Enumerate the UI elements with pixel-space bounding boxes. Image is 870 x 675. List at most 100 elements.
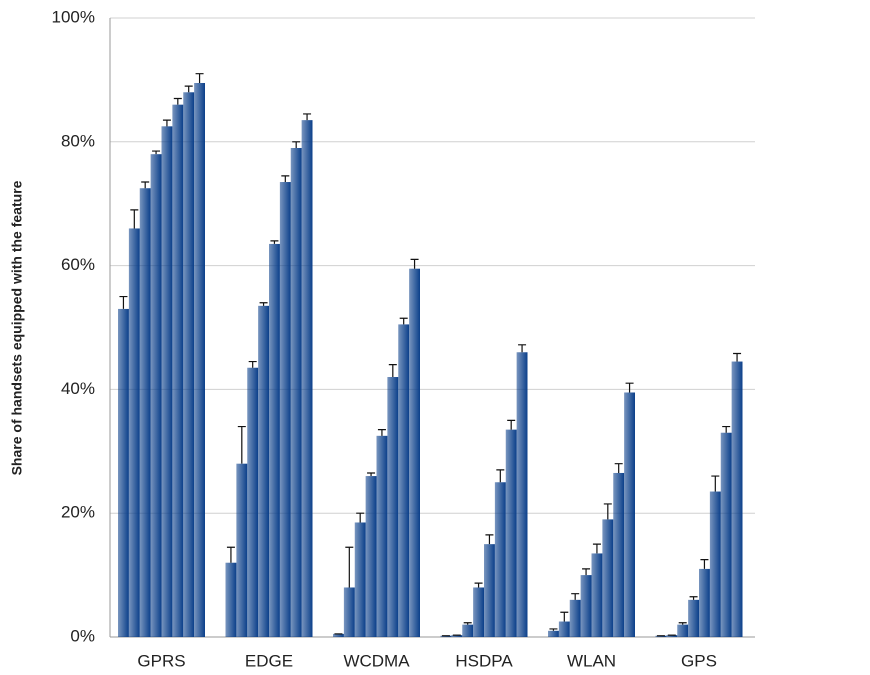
error-bar xyxy=(367,472,376,477)
error-bar xyxy=(463,622,472,625)
error-bar xyxy=(356,512,365,523)
bar xyxy=(473,587,484,637)
bar xyxy=(376,435,388,637)
error-bar xyxy=(377,429,386,436)
bar xyxy=(451,635,463,637)
error-bar xyxy=(689,596,698,600)
x-tick-label: GPS xyxy=(681,651,717,670)
error-bar xyxy=(733,352,742,362)
bar xyxy=(613,472,625,637)
error-bar xyxy=(248,360,257,368)
error-bar xyxy=(722,425,731,433)
y-tick-label: 0% xyxy=(70,626,95,645)
error-bar xyxy=(119,295,128,309)
error-bar xyxy=(130,209,139,229)
bar xyxy=(118,308,129,637)
x-tick-label: GPRS xyxy=(137,651,185,670)
bar xyxy=(225,562,237,637)
y-tick-label: 40% xyxy=(61,379,95,398)
bar xyxy=(343,587,355,637)
bar xyxy=(183,92,195,637)
error-bar xyxy=(184,85,193,93)
error-bar xyxy=(518,344,527,353)
error-bar xyxy=(560,611,569,622)
bar xyxy=(269,243,280,637)
bar xyxy=(398,324,410,637)
bar xyxy=(128,228,140,637)
error-bar xyxy=(485,534,494,545)
bar xyxy=(569,599,581,637)
y-tick-label: 80% xyxy=(61,131,95,150)
bar xyxy=(548,630,559,637)
bar xyxy=(516,352,528,637)
bar xyxy=(591,553,603,637)
error-bar xyxy=(303,113,312,121)
error-bar xyxy=(259,302,268,306)
bar xyxy=(354,522,366,637)
bar xyxy=(279,182,291,637)
bar xyxy=(505,429,517,637)
bar xyxy=(580,575,592,637)
error-bar xyxy=(399,317,408,325)
bar xyxy=(333,633,344,637)
error-bar xyxy=(270,240,279,244)
error-bar xyxy=(345,546,354,588)
bar xyxy=(301,120,313,637)
error-bar xyxy=(625,382,634,393)
error-bar xyxy=(173,97,182,105)
bar xyxy=(720,432,732,637)
error-bar xyxy=(700,559,709,569)
bar xyxy=(709,491,721,637)
bar xyxy=(236,463,248,637)
y-tick-label: 20% xyxy=(61,503,95,522)
error-bar xyxy=(711,475,720,492)
bar xyxy=(194,82,205,638)
error-bar xyxy=(496,469,505,483)
error-bar xyxy=(195,73,204,83)
bar xyxy=(139,188,151,637)
error-bar xyxy=(281,175,290,183)
error-bar xyxy=(549,628,558,631)
error-bar xyxy=(678,622,687,625)
bar xyxy=(172,104,184,637)
bar xyxy=(290,147,302,638)
bar xyxy=(409,268,420,637)
bar xyxy=(484,544,495,637)
bar xyxy=(494,482,506,637)
error-bar xyxy=(388,364,397,378)
bar xyxy=(247,367,259,637)
bar xyxy=(440,635,452,637)
error-bar xyxy=(162,119,171,127)
x-tick-label: EDGE xyxy=(245,651,293,670)
error-bar xyxy=(410,258,419,269)
bar xyxy=(602,519,614,637)
bar xyxy=(387,377,399,637)
bar xyxy=(666,635,678,637)
x-tick-label: WLAN xyxy=(567,651,616,670)
error-bar xyxy=(614,463,623,473)
error-bar xyxy=(292,141,301,148)
bar xyxy=(677,624,689,637)
bar xyxy=(462,624,474,637)
bar xyxy=(655,635,667,637)
error-bar xyxy=(507,419,516,430)
error-bar xyxy=(592,543,601,554)
bar xyxy=(258,305,269,637)
bar xyxy=(150,154,162,637)
bar xyxy=(161,126,173,637)
bar xyxy=(365,476,377,637)
bar xyxy=(699,568,710,637)
bar xyxy=(688,599,699,637)
y-tick-label: 100% xyxy=(52,7,95,26)
error-bar xyxy=(226,546,235,563)
error-bar xyxy=(571,593,580,600)
x-tick-label: WCDMA xyxy=(343,651,410,670)
error-bar xyxy=(237,425,246,464)
error-bar xyxy=(603,503,612,520)
y-axis-label: Share of handsets equipped with the feat… xyxy=(9,180,25,475)
y-tick-label: 60% xyxy=(61,255,95,274)
x-tick-label: HSDPA xyxy=(455,651,513,670)
bar xyxy=(624,392,635,637)
error-bar xyxy=(141,181,150,189)
